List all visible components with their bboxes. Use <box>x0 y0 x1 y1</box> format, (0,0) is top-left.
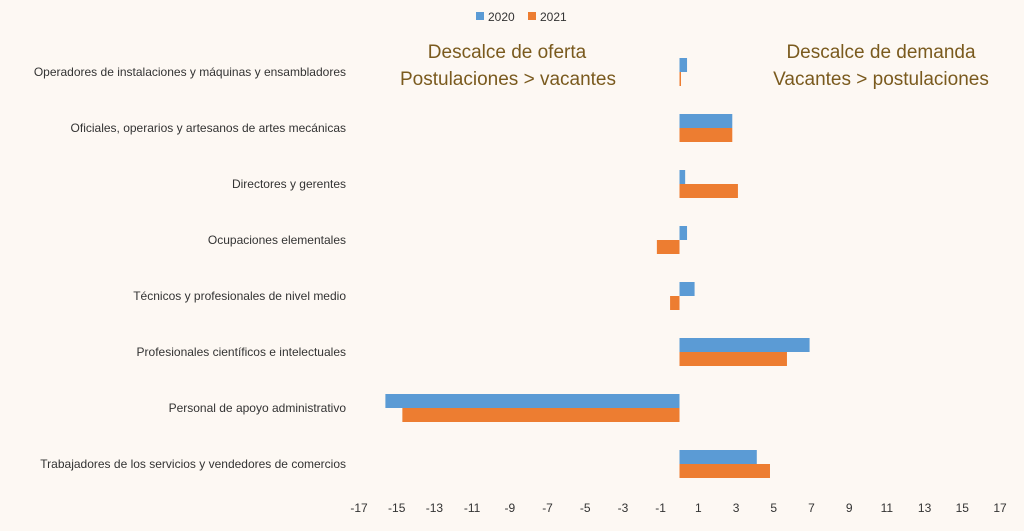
bar-2021 <box>679 464 770 478</box>
annotation-right-line2: Vacantes > postulaciones <box>773 69 989 90</box>
category-labels: Operadores de instalaciones y máquinas y… <box>34 65 347 471</box>
annotation-right-line1: Descalce de demanda <box>786 42 975 63</box>
x-tick-label: 3 <box>733 501 740 515</box>
x-tick-label: -3 <box>618 501 629 515</box>
annotations: Descalce de oferta Postulaciones > vacan… <box>400 42 989 90</box>
x-tick-label: 15 <box>956 501 970 515</box>
bars <box>385 58 810 478</box>
legend-swatch-2021 <box>528 12 536 20</box>
bar-2020 <box>679 114 733 128</box>
x-tick-label: 1 <box>695 501 702 515</box>
bar-2020 <box>679 282 695 296</box>
legend-label-2020: 2020 <box>488 10 515 24</box>
bar-2020 <box>679 58 688 72</box>
bar-2020 <box>679 226 688 240</box>
bar-2020 <box>679 338 810 352</box>
category-label: Trabajadores de los servicios y vendedor… <box>40 457 346 471</box>
x-tick-label: 5 <box>770 501 777 515</box>
category-label: Oficiales, operarios y artesanos de arte… <box>71 121 346 135</box>
x-tick-label: -5 <box>580 501 591 515</box>
category-label: Ocupaciones elementales <box>208 233 346 247</box>
x-tick-label: 7 <box>808 501 815 515</box>
legend: 2020 2021 <box>476 10 567 24</box>
legend-swatch-2020 <box>476 12 484 20</box>
x-tick-label: 17 <box>993 501 1007 515</box>
x-tick-label: -11 <box>464 501 481 515</box>
x-tick-label: -9 <box>504 501 515 515</box>
x-tick-label: 11 <box>881 501 894 515</box>
category-label: Personal de apoyo administrativo <box>169 401 347 415</box>
x-tick-label: -1 <box>655 501 666 515</box>
bar-2021 <box>670 296 680 310</box>
bar-2020 <box>679 170 686 184</box>
bar-2021 <box>656 240 680 254</box>
bar-2021 <box>679 72 681 86</box>
annotation-left-line2: Postulaciones > vacantes <box>400 69 616 90</box>
category-label: Técnicos y profesionales de nivel medio <box>133 289 346 303</box>
x-tick-label: 9 <box>846 501 853 515</box>
bar-2021 <box>679 352 787 366</box>
x-tick-label: -7 <box>542 501 553 515</box>
annotation-left-line1: Descalce de oferta <box>428 42 587 63</box>
x-tick-label: -15 <box>388 501 406 515</box>
bar-2021 <box>402 408 680 422</box>
bar-2020 <box>385 394 680 408</box>
bar-2021 <box>679 184 738 198</box>
legend-label-2021: 2021 <box>540 10 567 24</box>
category-label: Directores y gerentes <box>232 177 346 191</box>
bar-2021 <box>679 128 733 142</box>
bar-2020 <box>679 450 757 464</box>
x-tick-label: -13 <box>426 501 444 515</box>
x-axis-ticks: -17 -15 -13 -11 -9 -7 -5 -3 -1 1 3 5 7 9 11 13 15 17 <box>350 501 1007 515</box>
x-tick-label: 13 <box>918 501 932 515</box>
category-label: Operadores de instalaciones y máquinas y… <box>34 65 346 79</box>
x-tick-label: -17 <box>350 501 368 515</box>
category-label: Profesionales científicos e intelectuale… <box>137 345 346 359</box>
